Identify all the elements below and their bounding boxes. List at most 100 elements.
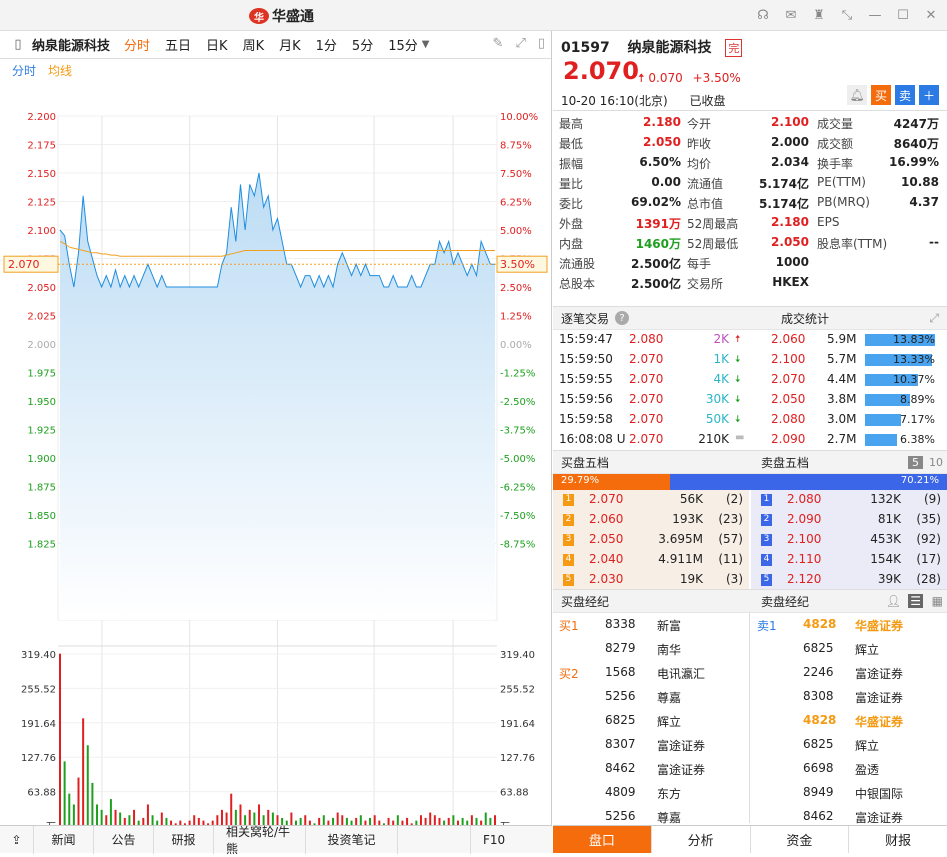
ask-row[interactable]: 3 2.100 453K (92) <box>751 530 947 550</box>
tab-6[interactable]: 5分 <box>351 39 374 54</box>
bid-row[interactable]: 3 2.050 3.695M (57) <box>553 530 749 550</box>
list-view-icon[interactable]: ☰ <box>908 594 923 608</box>
draw-icon[interactable]: ✎ <box>492 36 504 51</box>
right-tab-2[interactable]: 资金 <box>749 826 849 853</box>
stat-value: 2.050 <box>643 135 681 149</box>
buy-broker-name[interactable]: 富途证券 <box>657 739 706 753</box>
bottom-tab-4[interactable]: 投资笔记 <box>306 825 398 854</box>
bottom-tab-1[interactable]: 公告 <box>94 825 154 854</box>
upload-icon[interactable]: ⇪ <box>0 825 34 854</box>
bottom-tab-3[interactable]: 相关窝轮/牛熊 <box>214 825 306 856</box>
trades-title[interactable]: 逐笔交易 <box>561 311 610 326</box>
tab-5[interactable]: 1分 <box>315 39 337 54</box>
chart-svg[interactable]: 2.200 10.00% 2.175 8.75% 2.150 7.50% 2.125 6.25… <box>0 110 552 845</box>
volume-bar <box>170 820 173 826</box>
buy-broker-id[interactable]: 8338 <box>605 617 636 631</box>
buy-broker-id[interactable]: 8279 <box>605 641 636 655</box>
bid-row[interactable]: 4 2.040 4.911M (11) <box>553 550 749 570</box>
bottom-tab-2[interactable]: 研报 <box>154 825 214 854</box>
person-icon[interactable]: 👤︎ <box>885 594 901 608</box>
ask-row[interactable]: 5 2.120 39K (28) <box>751 570 947 590</box>
bid-row[interactable]: 1 2.070 56K (2) <box>553 490 749 510</box>
sell-broker-name[interactable]: 华盛证券 <box>855 619 904 633</box>
intraday-chart[interactable]: 2.200 10.00% 2.175 8.75% 2.150 7.50% 2.125 6.25… <box>0 110 552 845</box>
tab-0[interactable]: 分时 <box>124 39 151 54</box>
sell-broker-name[interactable]: 盈透 <box>855 763 880 777</box>
buy-broker-id[interactable]: 6825 <box>605 713 636 727</box>
buy-broker-name[interactable]: 富途证券 <box>657 763 706 777</box>
buy-broker-id[interactable]: 5256 <box>605 809 636 823</box>
right-tab-1[interactable]: 分析 <box>650 826 750 853</box>
tab-timeline[interactable]: 分时 <box>12 63 37 78</box>
close-icon[interactable]: ✕ <box>925 7 937 23</box>
shrink-icon[interactable]: ⤡ <box>841 7 853 23</box>
right-tab-0[interactable]: 盘口 <box>553 826 651 853</box>
maximize-icon[interactable]: ☐ <box>897 7 909 23</box>
sell-broker-id[interactable]: 4828 <box>803 713 837 727</box>
buy-broker-name[interactable]: 电讯瀛汇 <box>657 667 706 681</box>
sell-broker-name[interactable]: 富途证券 <box>855 667 904 681</box>
sell-broker-id[interactable]: 8462 <box>803 809 834 823</box>
add-icon[interactable]: ＋ <box>919 85 939 105</box>
shirt-icon[interactable]: ♜ <box>813 7 825 23</box>
bottom-tab-5[interactable]: F10 <box>470 825 517 854</box>
buy-broker-id[interactable]: 1568 <box>605 665 636 679</box>
buy-broker-name[interactable]: 尊嘉 <box>657 811 682 825</box>
buy-broker-id[interactable]: 4809 <box>605 785 636 799</box>
buy-broker-name[interactable]: 新富 <box>657 619 682 633</box>
average-line[interactable] <box>59 240 495 257</box>
sell-button[interactable]: 卖 <box>895 85 915 105</box>
ask-row[interactable]: 2 2.090 81K (35) <box>751 510 947 530</box>
mail-icon[interactable]: ✉ <box>785 7 797 23</box>
sell-broker-id[interactable]: 6825 <box>803 737 834 751</box>
buy-broker-name[interactable]: 东方 <box>657 787 682 801</box>
bid-row[interactable]: 5 2.030 19K (3) <box>553 570 749 590</box>
bid-row[interactable]: 2 2.060 193K (23) <box>553 510 749 530</box>
depth-5-button[interactable]: 5 <box>908 455 923 469</box>
sell-broker-id[interactable]: 2246 <box>803 665 834 679</box>
depth-10-button[interactable]: 10 <box>929 455 943 469</box>
expand-trades-icon[interactable]: ⤢ <box>929 310 939 325</box>
collapse-panel-icon[interactable]: ▯ <box>14 37 22 52</box>
up-arrow-icon: 🠅 <box>638 71 645 85</box>
tab-average-line[interactable]: 均线 <box>48 63 73 78</box>
book-header: 买盘五档 卖盘五档 5 10 <box>553 450 947 474</box>
tab-4[interactable]: 月K <box>279 39 301 54</box>
ask-row[interactable]: 1 2.080 132K (9) <box>751 490 947 510</box>
sell-broker-name[interactable]: 中银国际 <box>855 787 904 801</box>
sidebar-toggle-icon[interactable]: ▯ <box>537 36 545 51</box>
sell-broker-name[interactable]: 辉立 <box>855 739 880 753</box>
sell-broker-id[interactable]: 6698 <box>803 761 834 775</box>
sell-broker-name[interactable]: 富途证券 <box>855 691 904 705</box>
price-line[interactable] <box>59 172 495 289</box>
minimize-icon[interactable]: — <box>868 7 882 23</box>
tab-7[interactable]: 15分 <box>388 39 418 54</box>
help-icon[interactable]: ? <box>615 311 630 325</box>
sell-broker-id[interactable]: 6825 <box>803 641 834 655</box>
grid-view-icon[interactable]: ▦ <box>931 594 943 608</box>
buy-broker-name[interactable]: 南华 <box>657 643 682 657</box>
dropdown-icon[interactable]: ▼ <box>421 39 430 50</box>
bottom-tab-0[interactable]: 新闻 <box>34 825 94 854</box>
headset-icon[interactable]: ☊ <box>757 7 769 23</box>
right-tab-3[interactable]: 财报 <box>848 826 947 853</box>
ask-row[interactable]: 4 2.110 154K (17) <box>751 550 947 570</box>
expand-icon[interactable]: ⤢ <box>515 36 526 51</box>
buy-broker-name[interactable]: 尊嘉 <box>657 691 682 705</box>
sell-broker-id[interactable]: 8308 <box>803 689 834 703</box>
buy-broker-name[interactable]: 辉立 <box>657 715 682 729</box>
buy-broker-id[interactable]: 8462 <box>605 761 636 775</box>
buy-button[interactable]: 买 <box>871 85 891 105</box>
buy-broker-id[interactable]: 8307 <box>605 737 636 751</box>
sell-broker-name[interactable]: 富途证券 <box>855 811 904 825</box>
tab-1[interactable]: 五日 <box>165 39 192 54</box>
sell-broker-id[interactable]: 8949 <box>803 785 834 799</box>
tab-2[interactable]: 日K <box>206 39 228 54</box>
sell-broker-id[interactable]: 4828 <box>803 617 837 631</box>
stats-title[interactable]: 成交统计 <box>781 311 830 326</box>
sell-broker-name[interactable]: 华盛证券 <box>855 715 904 729</box>
buy-broker-id[interactable]: 5256 <box>605 689 636 703</box>
sell-broker-name[interactable]: 辉立 <box>855 643 880 657</box>
bell-icon[interactable]: 🔔︎ <box>847 85 867 105</box>
tab-3[interactable]: 周K <box>242 39 265 54</box>
